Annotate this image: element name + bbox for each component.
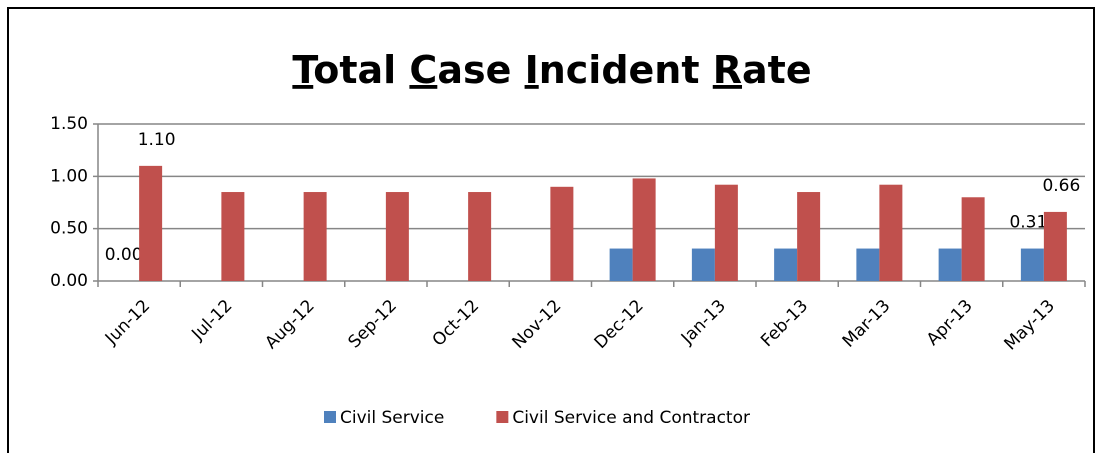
bar	[938, 248, 962, 281]
bar	[303, 192, 327, 281]
bar	[856, 248, 880, 281]
bar	[774, 248, 798, 281]
bar	[632, 178, 656, 281]
legend-swatch	[496, 411, 509, 423]
bar	[961, 197, 985, 281]
data-label: 1.10	[138, 130, 176, 150]
y-tick-label: 0.00	[50, 271, 88, 291]
bar	[1020, 248, 1044, 281]
chart-title: Total Case Incident Rate	[292, 48, 811, 92]
bar	[221, 192, 245, 281]
bar	[797, 192, 821, 281]
data-label: 0.31	[1009, 213, 1047, 233]
bar	[879, 184, 903, 281]
bar	[691, 248, 715, 281]
bar	[468, 192, 492, 281]
data-label: 0.66	[1042, 176, 1080, 196]
bar	[714, 184, 738, 281]
bar	[609, 248, 633, 281]
legend-swatch	[324, 411, 336, 423]
y-tick-label: 0.50	[50, 219, 88, 239]
bar	[385, 192, 409, 281]
y-tick-label: 1.00	[50, 166, 88, 186]
bar	[139, 165, 163, 281]
bar	[1043, 211, 1067, 281]
data-label: 0.00	[105, 245, 143, 265]
legend-label: Civil Service and Contractor	[512, 408, 750, 428]
y-tick-label: 1.50	[50, 114, 88, 134]
legend-label: Civil Service	[340, 408, 444, 428]
bar	[550, 186, 574, 281]
